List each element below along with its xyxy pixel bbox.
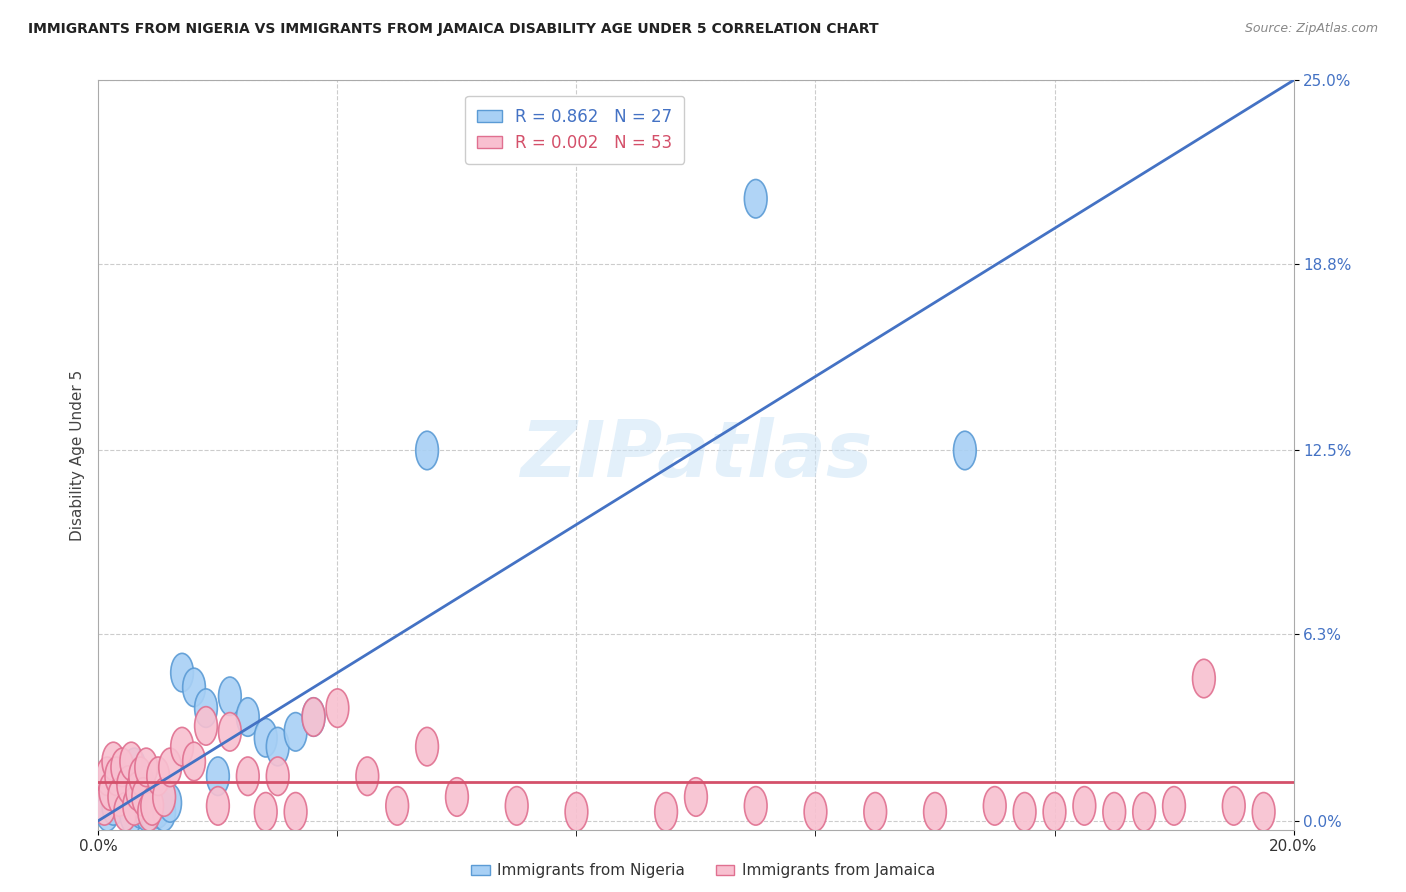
Text: ZIPatlas: ZIPatlas — [520, 417, 872, 493]
Ellipse shape — [129, 757, 152, 796]
Ellipse shape — [132, 778, 155, 816]
Ellipse shape — [96, 792, 118, 831]
Ellipse shape — [129, 789, 152, 828]
Ellipse shape — [153, 792, 176, 831]
Ellipse shape — [266, 727, 290, 766]
Ellipse shape — [135, 792, 157, 831]
Ellipse shape — [953, 431, 976, 470]
Ellipse shape — [326, 689, 349, 727]
Ellipse shape — [356, 757, 378, 796]
Ellipse shape — [284, 713, 307, 751]
Ellipse shape — [236, 757, 259, 796]
Ellipse shape — [302, 698, 325, 736]
Ellipse shape — [416, 431, 439, 470]
Ellipse shape — [120, 742, 142, 780]
Ellipse shape — [194, 706, 218, 745]
Ellipse shape — [135, 748, 157, 787]
Ellipse shape — [1253, 792, 1275, 831]
Ellipse shape — [983, 787, 1007, 825]
Ellipse shape — [96, 757, 118, 796]
Ellipse shape — [170, 653, 194, 692]
Ellipse shape — [108, 778, 131, 816]
Ellipse shape — [385, 787, 409, 825]
Ellipse shape — [159, 748, 181, 787]
Ellipse shape — [103, 787, 125, 825]
Legend: Immigrants from Nigeria, Immigrants from Jamaica: Immigrants from Nigeria, Immigrants from… — [465, 857, 941, 884]
Ellipse shape — [103, 742, 125, 780]
Ellipse shape — [170, 727, 194, 766]
Ellipse shape — [804, 792, 827, 831]
Ellipse shape — [183, 668, 205, 706]
Ellipse shape — [138, 792, 160, 831]
Ellipse shape — [117, 766, 139, 805]
Y-axis label: Disability Age Under 5: Disability Age Under 5 — [69, 369, 84, 541]
Ellipse shape — [1073, 787, 1095, 825]
Ellipse shape — [207, 757, 229, 796]
Ellipse shape — [141, 787, 163, 825]
Ellipse shape — [744, 787, 768, 825]
Ellipse shape — [98, 772, 122, 810]
Ellipse shape — [120, 796, 142, 834]
Ellipse shape — [565, 792, 588, 831]
Ellipse shape — [284, 792, 307, 831]
Text: Source: ZipAtlas.com: Source: ZipAtlas.com — [1244, 22, 1378, 36]
Ellipse shape — [194, 689, 218, 727]
Ellipse shape — [1192, 659, 1215, 698]
Ellipse shape — [127, 772, 149, 810]
Ellipse shape — [863, 792, 887, 831]
Ellipse shape — [114, 757, 136, 796]
Ellipse shape — [685, 778, 707, 816]
Ellipse shape — [1133, 792, 1156, 831]
Ellipse shape — [122, 748, 146, 787]
Ellipse shape — [146, 789, 170, 828]
Ellipse shape — [108, 772, 131, 810]
Ellipse shape — [114, 792, 136, 831]
Ellipse shape — [505, 787, 529, 825]
Ellipse shape — [655, 792, 678, 831]
Ellipse shape — [218, 713, 242, 751]
Ellipse shape — [416, 727, 439, 766]
Ellipse shape — [111, 748, 134, 787]
Ellipse shape — [744, 179, 768, 218]
Ellipse shape — [159, 784, 181, 822]
Ellipse shape — [1163, 787, 1185, 825]
Ellipse shape — [146, 757, 170, 796]
Legend: R = 0.862   N = 27, R = 0.002   N = 53: R = 0.862 N = 27, R = 0.002 N = 53 — [465, 96, 685, 164]
Ellipse shape — [302, 698, 325, 736]
Ellipse shape — [236, 698, 259, 736]
Ellipse shape — [1043, 792, 1066, 831]
Ellipse shape — [266, 757, 290, 796]
Ellipse shape — [122, 787, 146, 825]
Ellipse shape — [153, 778, 176, 816]
Ellipse shape — [254, 718, 277, 757]
Ellipse shape — [218, 677, 242, 715]
Ellipse shape — [924, 792, 946, 831]
Ellipse shape — [1102, 792, 1126, 831]
Ellipse shape — [1014, 792, 1036, 831]
Ellipse shape — [141, 796, 163, 834]
Ellipse shape — [254, 792, 277, 831]
Ellipse shape — [105, 757, 128, 796]
Ellipse shape — [138, 778, 160, 816]
Ellipse shape — [207, 787, 229, 825]
Ellipse shape — [1222, 787, 1246, 825]
Text: IMMIGRANTS FROM NIGERIA VS IMMIGRANTS FROM JAMAICA DISABILITY AGE UNDER 5 CORREL: IMMIGRANTS FROM NIGERIA VS IMMIGRANTS FR… — [28, 22, 879, 37]
Ellipse shape — [93, 787, 115, 825]
Ellipse shape — [183, 742, 205, 780]
Ellipse shape — [446, 778, 468, 816]
Ellipse shape — [132, 766, 155, 805]
